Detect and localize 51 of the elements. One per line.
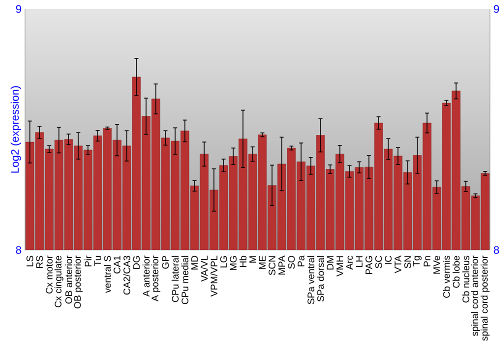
x-tick-label: DG	[133, 256, 140, 269]
x-tick-label: PAG	[366, 256, 372, 274]
x-tick-label: SC	[375, 256, 382, 268]
x-tick-label: CPu lateral	[172, 256, 179, 302]
x-tick-label: SCN	[268, 256, 276, 276]
x-tick-label: spinal cord anterior	[471, 256, 480, 336]
x-tick-label: OB anterior	[65, 256, 72, 304]
y2-tick-label: 9	[494, 5, 499, 13]
x-tick-label: VMH	[336, 256, 344, 277]
x-tick-label: Hb	[239, 256, 246, 267]
x-tick-label: DM	[326, 256, 334, 270]
x-tick-label: IC	[384, 256, 392, 264]
x-tick-label: CPu medial	[181, 256, 188, 304]
x-tick-label: SPa dorsal	[316, 256, 324, 302]
x-tick-label: Pir	[84, 256, 92, 266]
x-tick-label: Cb lobe	[452, 256, 460, 288]
x-tick-label: MVe	[433, 256, 440, 274]
x-tick-label: CA2/CA3	[123, 256, 130, 295]
x-tick-label: ventral S	[104, 256, 111, 293]
x-tick-label: VTA	[394, 255, 402, 274]
x-tick-label: Tg	[413, 256, 422, 266]
x-tick-label: Pa	[298, 255, 304, 266]
x-tick-label: Pn	[424, 256, 430, 266]
x-tick-label: spinal cord posterior	[480, 256, 490, 341]
x-tick-label: RS	[36, 256, 43, 268]
x-tick-label: SO	[288, 256, 295, 269]
y-axis-title: Log2 (expression)	[10, 86, 21, 173]
x-tick-label: A anterior	[142, 256, 150, 297]
x-tick-label: GP	[162, 256, 169, 269]
x-tick-label: LH	[356, 256, 362, 267]
x-tick-label: MPA	[278, 255, 285, 275]
x-tick-label: VA/VL	[200, 256, 208, 282]
x-tick-label: OB posterior	[74, 256, 83, 308]
x-tick-label: M	[249, 256, 256, 263]
x-tick-label: Cx cingulate	[54, 256, 64, 308]
x-tick-label: Cx motor	[46, 256, 53, 294]
x-tick-label: Arc	[346, 256, 353, 270]
x-tick-label: ME	[259, 256, 266, 269]
x-tick-label: Cb nucleus	[462, 256, 470, 302]
x-tick-label: SPa ventral	[307, 256, 314, 304]
x-tick-label: VPM/VPL	[210, 256, 218, 297]
x-tick-label: Cb vermis	[442, 256, 450, 298]
x-tick-label: LG	[220, 256, 227, 268]
x-tick-label: MD	[191, 256, 198, 270]
x-tick-label: SN	[404, 256, 412, 268]
x-tick-label: MG	[230, 256, 237, 270]
x-tick-label: CA1	[114, 256, 120, 274]
x-tick-label: Tu	[94, 256, 101, 266]
x-tick-label: A posterior	[151, 256, 160, 302]
y2-tick-label: 8	[494, 246, 499, 254]
x-tick-label: LS	[26, 256, 34, 266]
